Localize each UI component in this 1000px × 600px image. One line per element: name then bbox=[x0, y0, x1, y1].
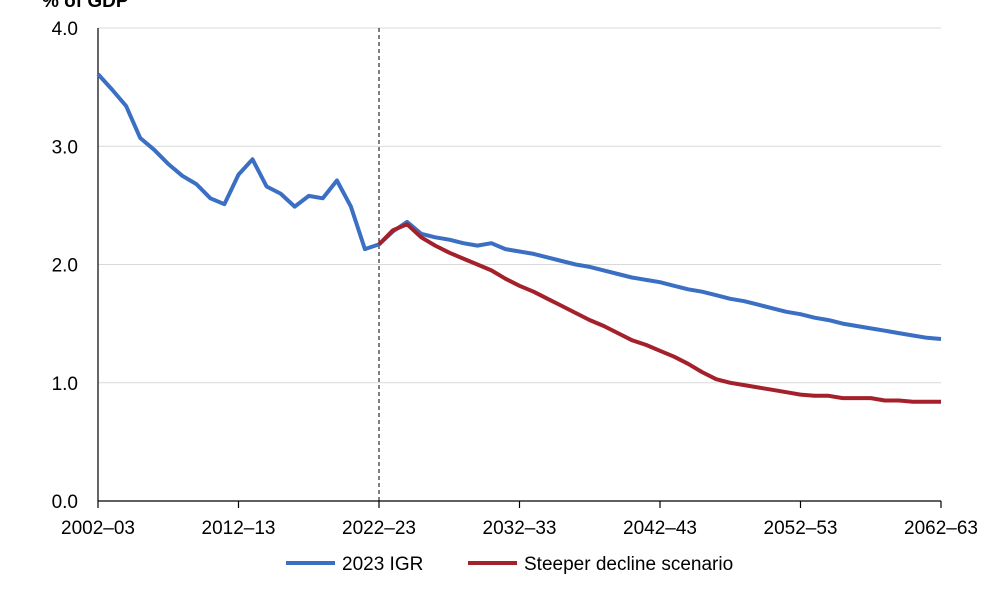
y-axis-unit-label: % of GDP bbox=[42, 0, 129, 12]
x-tick-label: 2002–03 bbox=[61, 518, 135, 539]
legend-label: 2023 IGR bbox=[342, 554, 423, 575]
x-tick-label: 2032–33 bbox=[483, 518, 557, 539]
legend-label: Steeper decline scenario bbox=[524, 554, 733, 575]
series-group bbox=[96, 72, 942, 404]
x-tick-label: 2022–23 bbox=[342, 518, 416, 539]
x-tick-label: 2042–43 bbox=[623, 518, 697, 539]
y-tick-label: 0.0 bbox=[52, 492, 78, 513]
legend: 2023 IGR Steeper decline scenario bbox=[286, 554, 733, 575]
y-tick-label: 2.0 bbox=[52, 256, 78, 277]
series-line-igr bbox=[96, 72, 942, 341]
gridlines bbox=[98, 27, 941, 384]
series-line-steeper-decline bbox=[377, 222, 941, 404]
axes bbox=[97, 28, 942, 508]
x-tick-label: 2052–53 bbox=[764, 518, 838, 539]
y-tick-label: 3.0 bbox=[52, 137, 78, 158]
x-tick-label: 2062–63 bbox=[904, 518, 978, 539]
y-tick-label: 1.0 bbox=[52, 374, 78, 395]
x-tick-label: 2012–13 bbox=[202, 518, 276, 539]
tick-labels: 0.0 1.0 2.0 3.0 4.0 2002–03 2012–13 2022–23 2032… bbox=[52, 19, 978, 539]
y-tick-label: 4.0 bbox=[52, 19, 78, 40]
